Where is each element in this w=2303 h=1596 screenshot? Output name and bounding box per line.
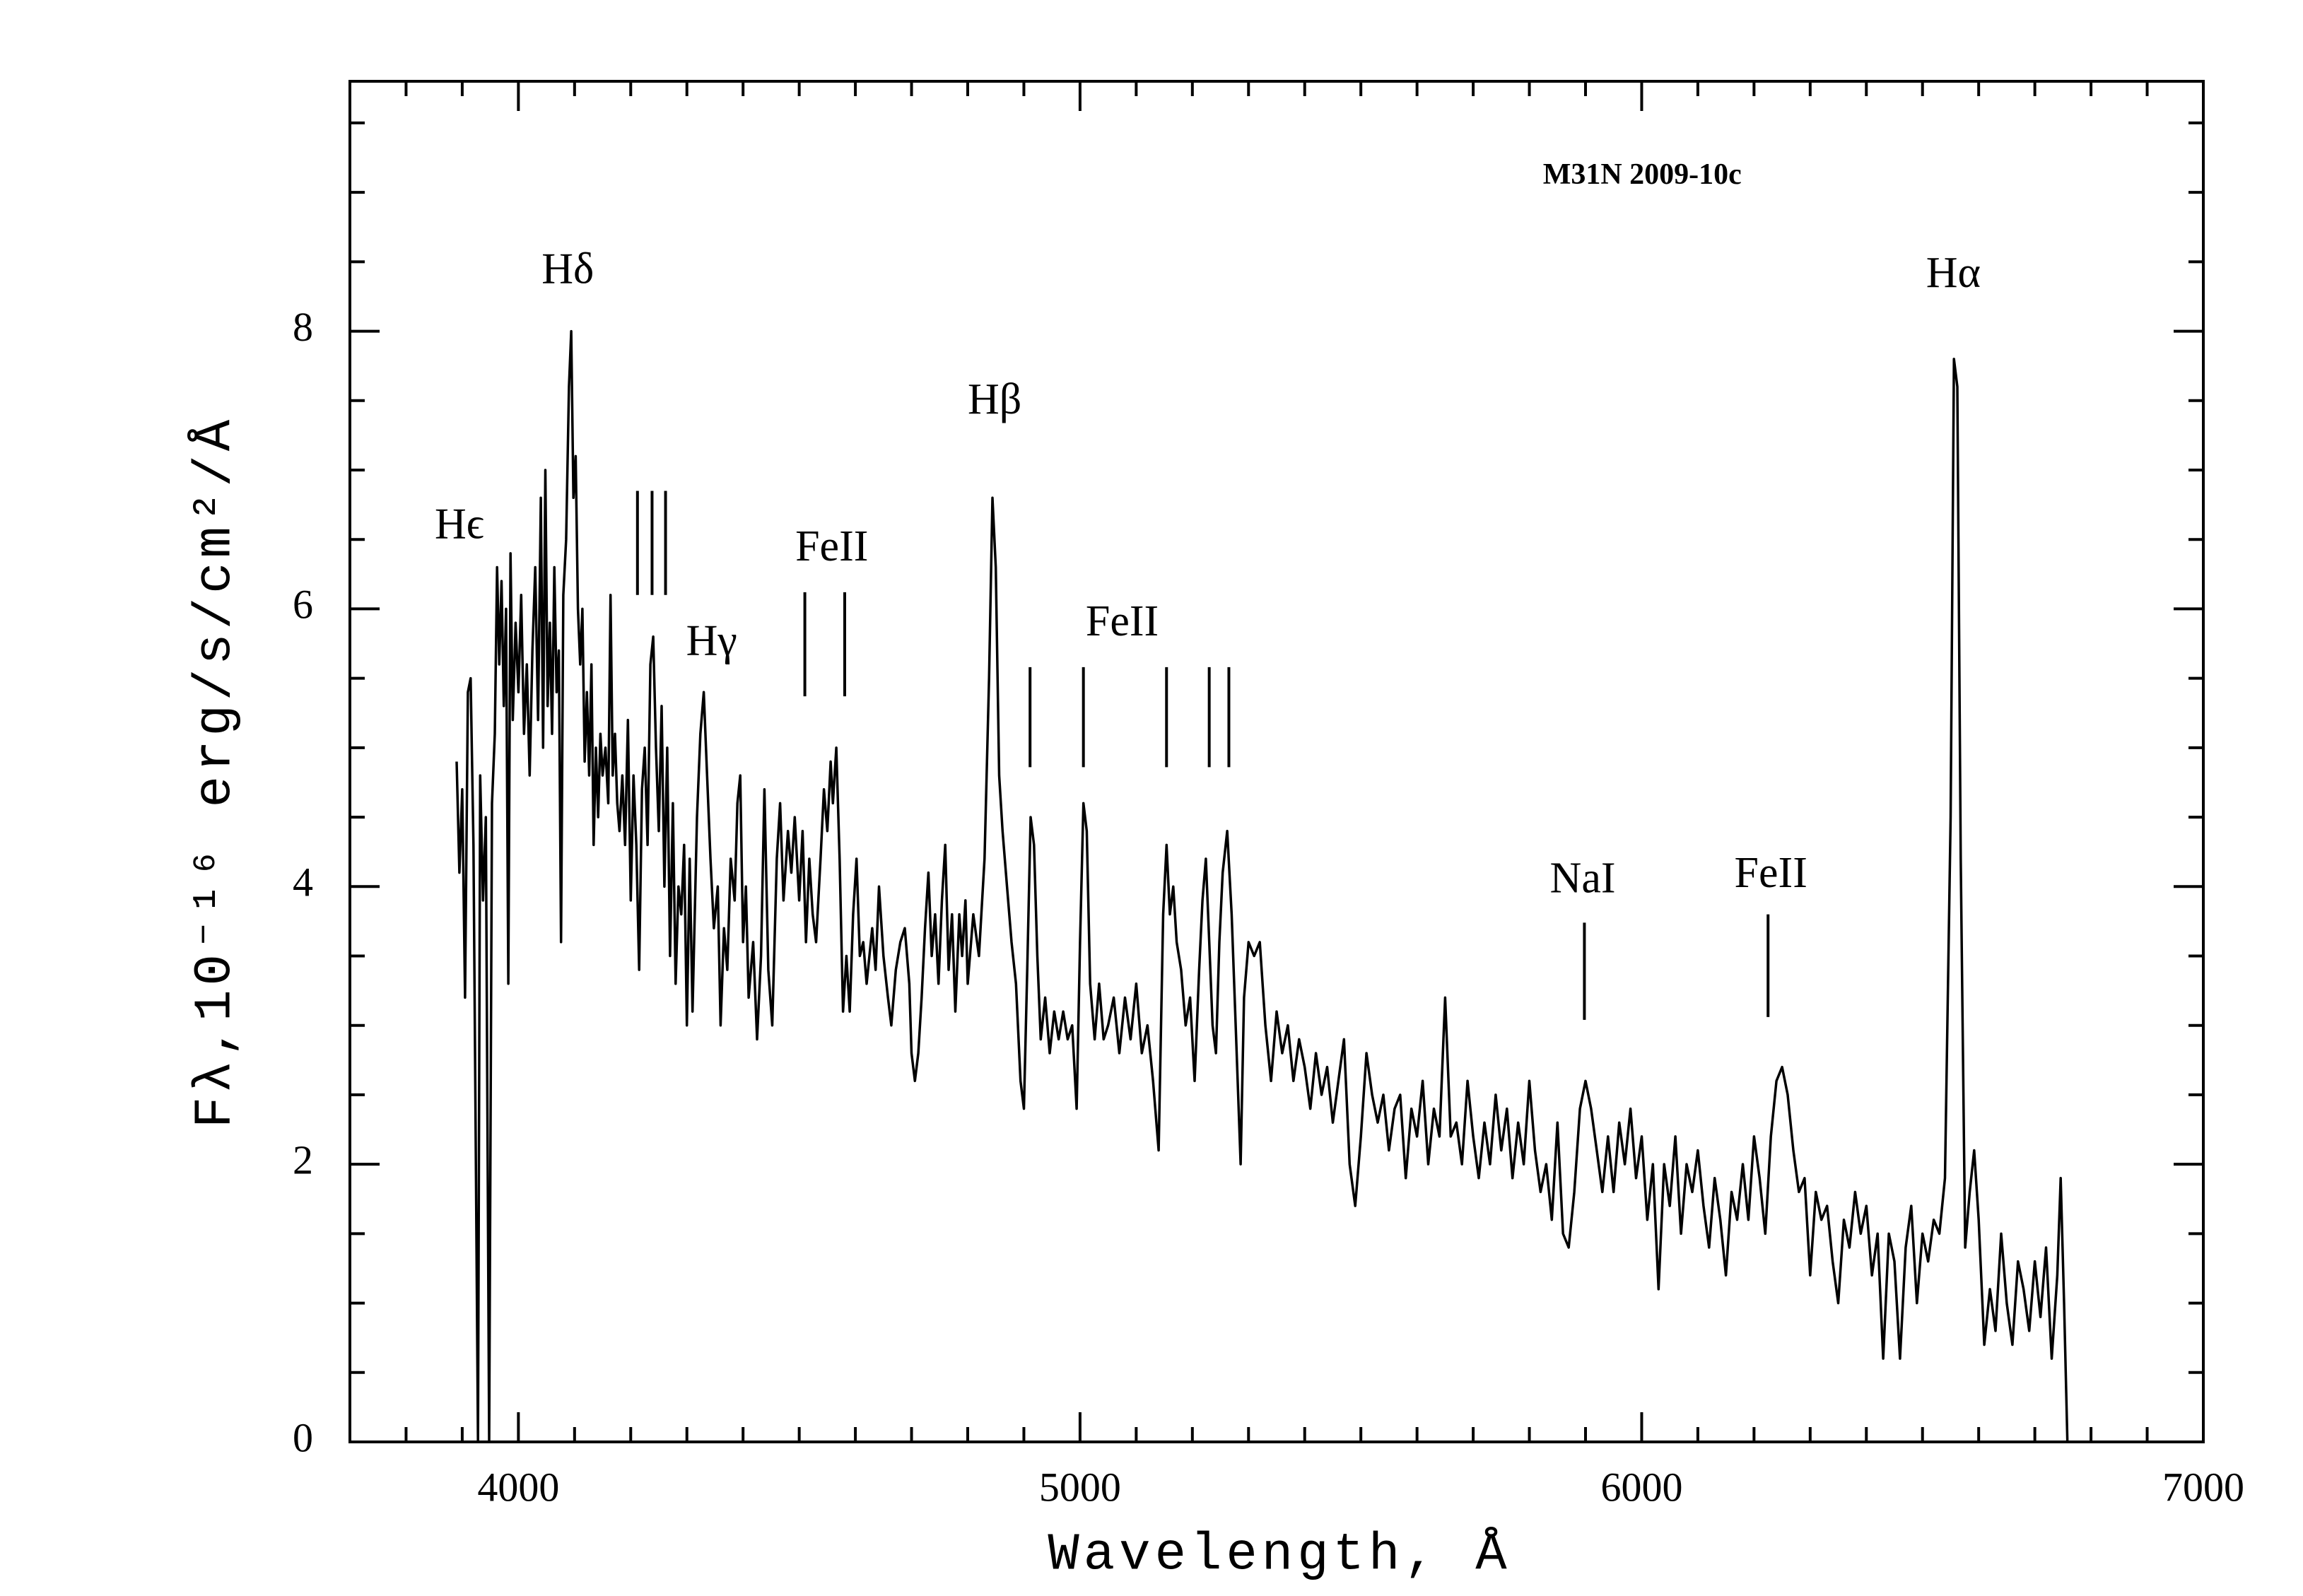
chart-title: M31N 2009-10c	[1543, 158, 1742, 191]
line-label: Hα	[1926, 249, 1981, 297]
line-label: FeII	[1086, 597, 1159, 645]
x-axis-label: Wavelength, Å	[1048, 1526, 1511, 1585]
x-tick-label: 5000	[1039, 1464, 1121, 1510]
line-label: FeII	[795, 522, 868, 570]
y-axis-label: Fλ,10⁻¹⁶ erg/s/cm²/Å	[187, 416, 246, 1128]
y-tick-label: 2	[293, 1137, 313, 1183]
line-label: Hγ	[686, 617, 737, 665]
line-label: NaI	[1550, 855, 1616, 903]
y-tick-label: 6	[293, 582, 313, 628]
x-tick-label: 4000	[477, 1464, 559, 1510]
y-tick-label: 8	[293, 304, 313, 350]
plot-frame	[348, 80, 2205, 1443]
y-tick-label: 4	[293, 859, 313, 905]
line-label: Hβ	[968, 375, 1021, 423]
y-tick-label: 0	[293, 1414, 313, 1460]
x-tick-label: 6000	[1600, 1464, 1682, 1510]
line-label: FeII	[1735, 849, 1807, 897]
line-label: Hδ	[541, 245, 594, 293]
line-label: Hϵ	[435, 500, 484, 548]
x-tick-label: 7000	[2162, 1464, 2244, 1510]
spectrum-line	[455, 329, 2069, 1443]
